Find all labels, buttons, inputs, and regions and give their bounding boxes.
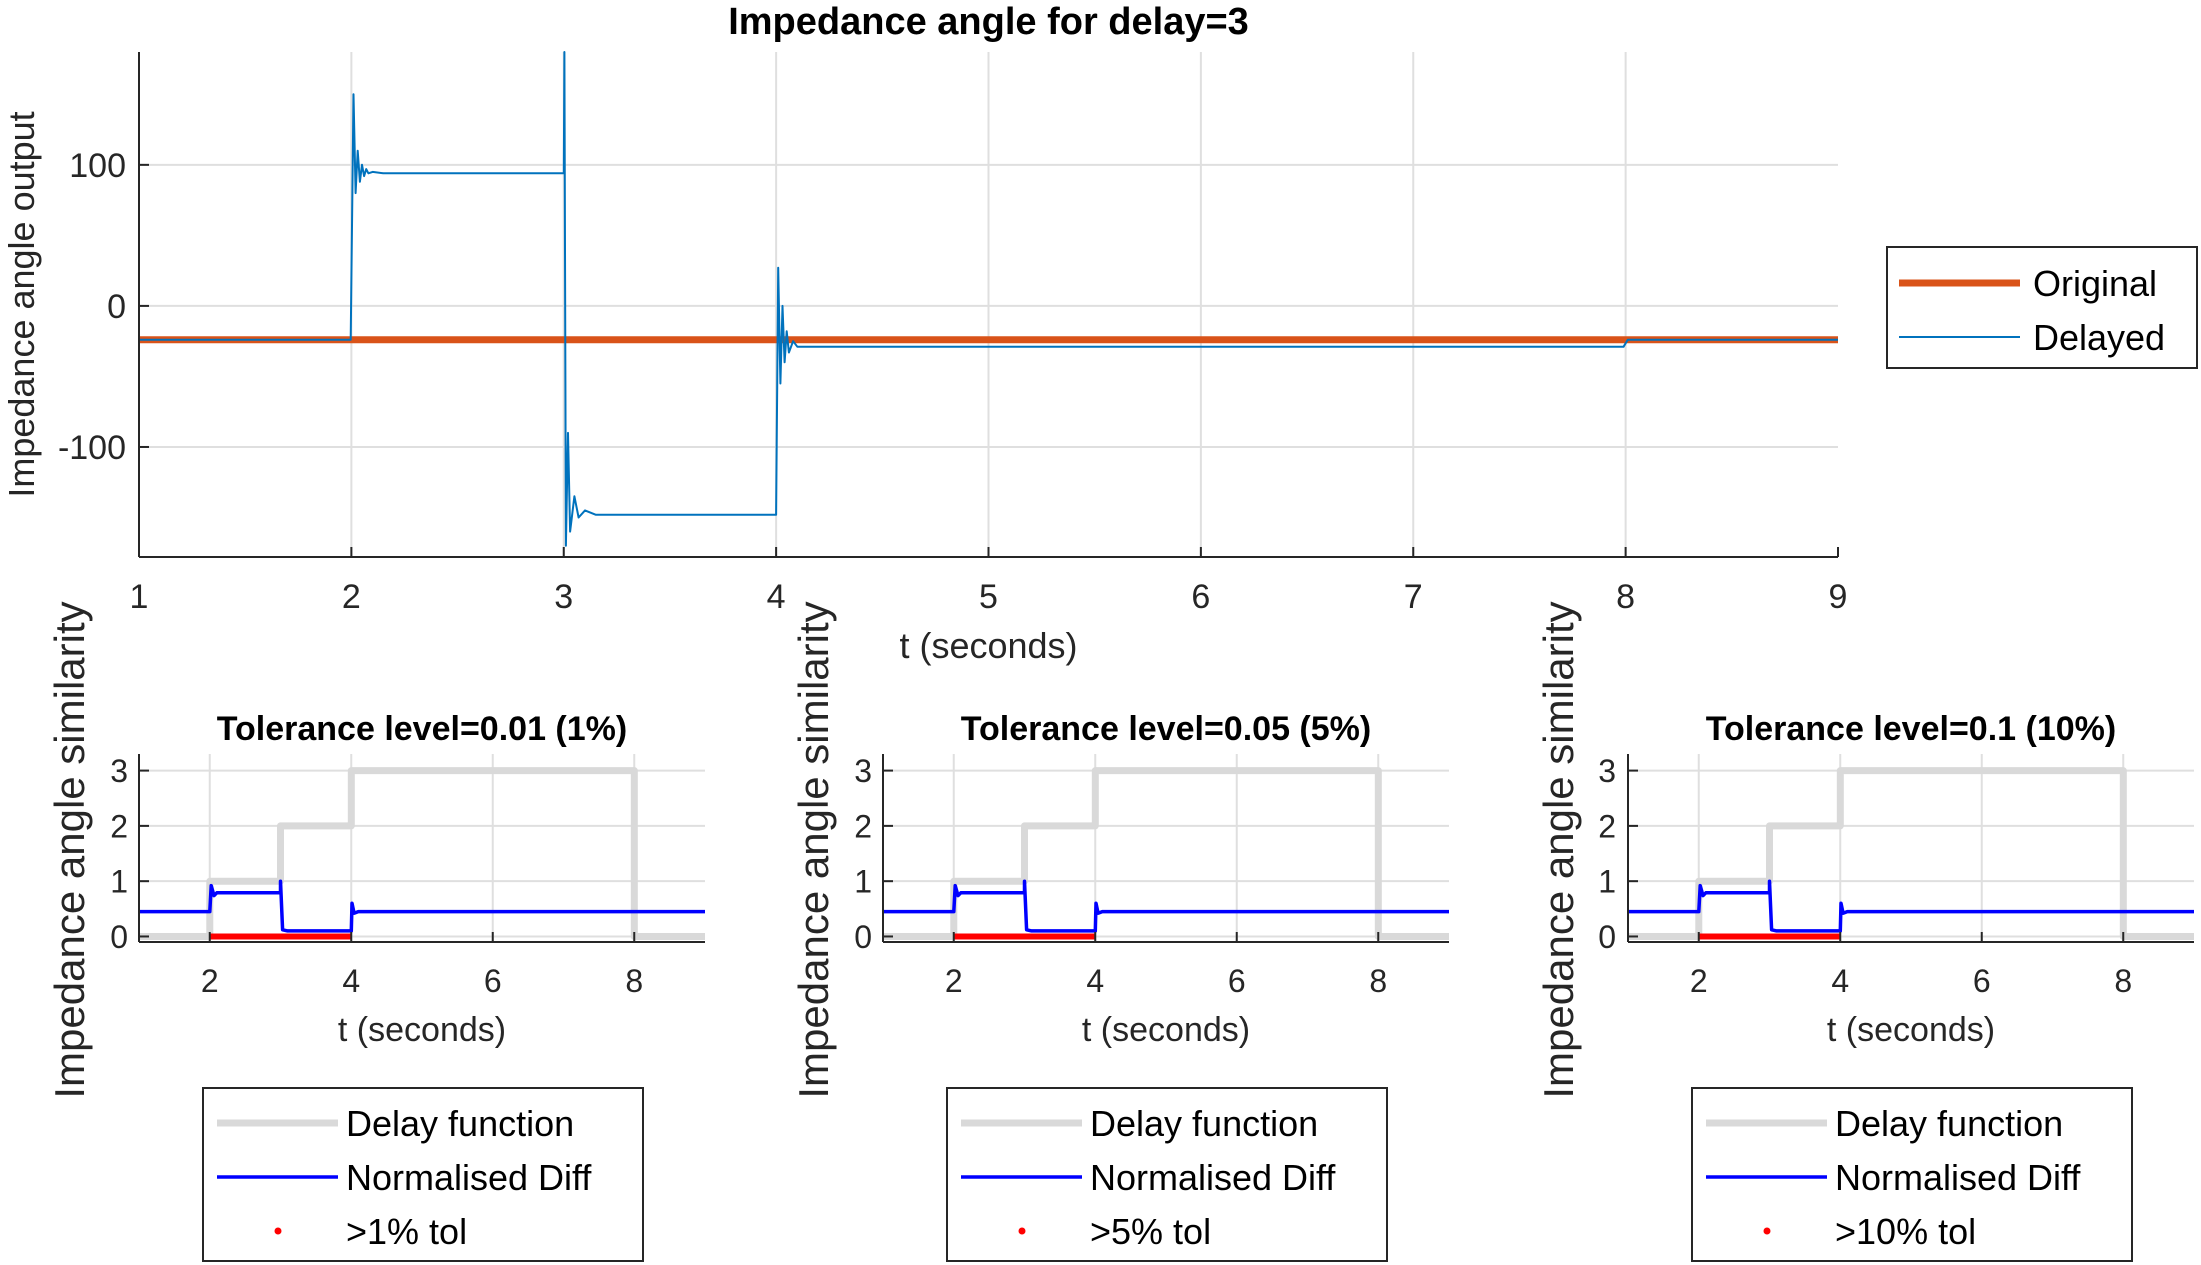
legend-label: Delay function xyxy=(346,1103,574,1144)
x-tick-label: 2 xyxy=(342,578,361,616)
chart-title: Tolerance level=0.01 (1%) xyxy=(217,710,627,748)
x-axis-label: t (seconds) xyxy=(338,1011,506,1049)
legend-label: >5% tol xyxy=(1090,1211,1211,1252)
x-tick-label: 8 xyxy=(625,963,643,999)
series-line-normalised-diff xyxy=(139,879,705,933)
x-axis-label: t (seconds) xyxy=(1827,1011,1995,1049)
x-tick-label: 1 xyxy=(130,578,149,616)
y-tick-label: 0 xyxy=(854,919,872,955)
legend-box xyxy=(1886,246,2198,369)
y-tick-label: 3 xyxy=(1598,753,1616,789)
chart-title: Impedance angle for delay=3 xyxy=(728,1,1249,43)
x-tick-label: 2 xyxy=(945,963,963,999)
x-tick-label: 8 xyxy=(1369,963,1387,999)
x-tick-label: 6 xyxy=(1191,578,1210,616)
chart-panel-3: 2 4 6 8 0 1 2 3 Tolerance level=0.05 (5%) t (seco… xyxy=(790,601,1449,1099)
y-axis-label: Impedance angle output xyxy=(1,111,42,497)
y-axis-label: Impedance angle similarity xyxy=(790,601,837,1098)
x-tick-label: 4 xyxy=(767,578,786,616)
x-tick-label: 4 xyxy=(342,963,360,999)
legend-swatch xyxy=(1763,1227,1771,1235)
x-tick-label: 6 xyxy=(1228,963,1246,999)
legend-label: Normalised Diff xyxy=(1090,1157,1336,1198)
legend-label: Delay function xyxy=(1090,1103,1318,1144)
series-line-delayed xyxy=(139,51,1838,547)
x-tick-label: 4 xyxy=(1086,963,1104,999)
y-tick-label: 1 xyxy=(110,864,128,900)
y-tick-label: 3 xyxy=(110,753,128,789)
y-tick-label: 0 xyxy=(1598,919,1616,955)
legend-label: Normalised Diff xyxy=(346,1157,592,1198)
chart-title: Tolerance level=0.05 (5%) xyxy=(961,710,1371,748)
legend-panel-3: Delay function Normalised Diff >5% tol xyxy=(946,1087,1388,1262)
legend-main: Original Delayed xyxy=(1886,246,2198,369)
y-tick-label: 2 xyxy=(1598,808,1616,844)
y-tick-label: 0 xyxy=(110,919,128,955)
y-tick-label: 1 xyxy=(854,864,872,900)
y-tick-label: 1 xyxy=(1598,864,1616,900)
legend-label: Delay function xyxy=(1835,1103,2063,1144)
x-axis-label: t (seconds) xyxy=(899,625,1077,666)
x-tick-label: 7 xyxy=(1404,578,1423,616)
x-tick-label: 2 xyxy=(201,963,219,999)
legend-swatch xyxy=(1018,1227,1026,1235)
plot-area xyxy=(883,754,1449,942)
x-tick-label: 9 xyxy=(1829,578,1848,616)
x-tick-label: 3 xyxy=(554,578,573,616)
x-tick-label: 5 xyxy=(979,578,998,616)
legend-label: >10% tol xyxy=(1835,1211,1976,1252)
legend-label: Delayed xyxy=(2033,317,2165,358)
x-tick-label: 2 xyxy=(1690,963,1708,999)
x-tick-label: 4 xyxy=(1831,963,1849,999)
legend-swatch xyxy=(274,1227,282,1235)
x-tick-label: 8 xyxy=(1616,578,1635,616)
series-line-normalised-diff xyxy=(1628,879,2194,933)
x-tick-label: 6 xyxy=(1973,963,1991,999)
y-tick-label: 3 xyxy=(854,753,872,789)
y-tick-label: 2 xyxy=(854,808,872,844)
legend-label: Normalised Diff xyxy=(1835,1157,2081,1198)
y-axis-label: Impedance angle similarity xyxy=(1535,601,1582,1098)
x-axis-label: t (seconds) xyxy=(1082,1011,1250,1049)
legend-label: >1% tol xyxy=(346,1211,467,1252)
chart-panel-4: 2 4 6 8 0 1 2 3 Tolerance level=0.1 (10%) t (seco… xyxy=(1535,601,2194,1099)
y-tick-label: 0 xyxy=(107,288,126,326)
legend-panel-4: Delay function Normalised Diff >10% tol xyxy=(1691,1087,2133,1262)
y-tick-label: -100 xyxy=(58,429,126,467)
x-tick-label: 8 xyxy=(2114,963,2132,999)
x-tick-label: 6 xyxy=(484,963,502,999)
y-tick-label: 100 xyxy=(69,147,126,185)
series-line-normalised-diff xyxy=(883,879,1449,933)
plot-area xyxy=(139,754,705,942)
chart-panel-2: 2 4 6 8 0 1 2 3 Tolerance level=0.01 (1%) t (seco… xyxy=(46,601,705,1099)
legend-label: Original xyxy=(2033,263,2157,304)
y-axis-label: Impedance angle similarity xyxy=(46,601,93,1098)
y-tick-label: 2 xyxy=(110,808,128,844)
chart-panel-1: 1 2 3 4 5 6 7 8 9 -100 0 100 Impedance angle for del… xyxy=(1,1,1847,666)
chart-title: Tolerance level=0.1 (10%) xyxy=(1706,710,2116,748)
plot-area xyxy=(1628,754,2194,942)
legend-panel-2: Delay function Normalised Diff >1% tol xyxy=(202,1087,644,1262)
